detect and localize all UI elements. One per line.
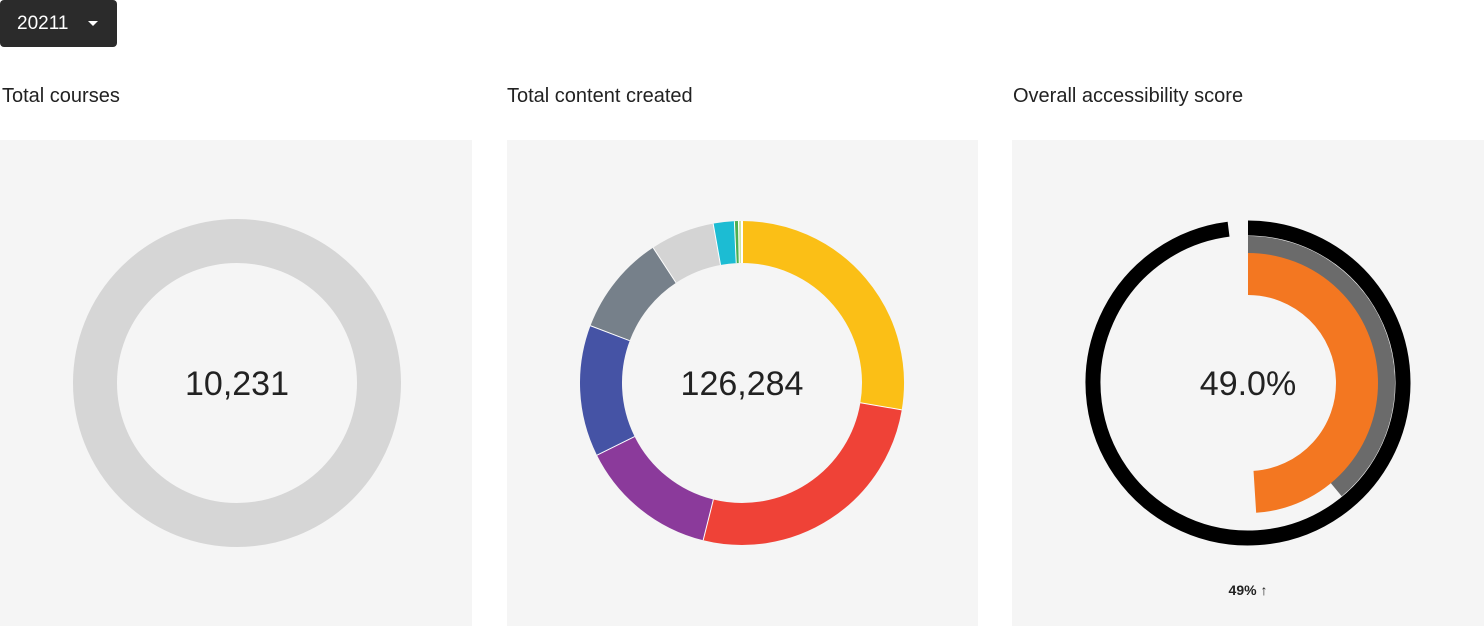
center-value: 126,284 (681, 365, 804, 403)
gauge-ring (1085, 220, 1411, 546)
donut-segment (596, 435, 714, 541)
panel-title: Total content created (507, 85, 693, 107)
gauge-ring (1247, 236, 1395, 497)
donut-ring (73, 219, 401, 547)
center-value: 10,231 (185, 365, 289, 403)
donut-segment (580, 325, 635, 455)
center-value: 49.0% (1200, 365, 1296, 403)
dropdown-label: 20211 (17, 12, 69, 34)
donut-segment (590, 247, 677, 341)
gauge-ring (1247, 253, 1378, 513)
segment-divider (712, 223, 722, 266)
term-dropdown[interactable]: 20211 (0, 0, 117, 47)
donut-segment (713, 221, 738, 265)
score-footer: 49% ↑ (1229, 582, 1268, 598)
donut-segment (741, 221, 904, 411)
caret (88, 21, 99, 26)
donut-segment (653, 223, 722, 283)
panel-title: Overall accessibility score (1013, 85, 1244, 107)
donut-segment (702, 402, 902, 545)
panel-title: Total courses (2, 85, 120, 107)
